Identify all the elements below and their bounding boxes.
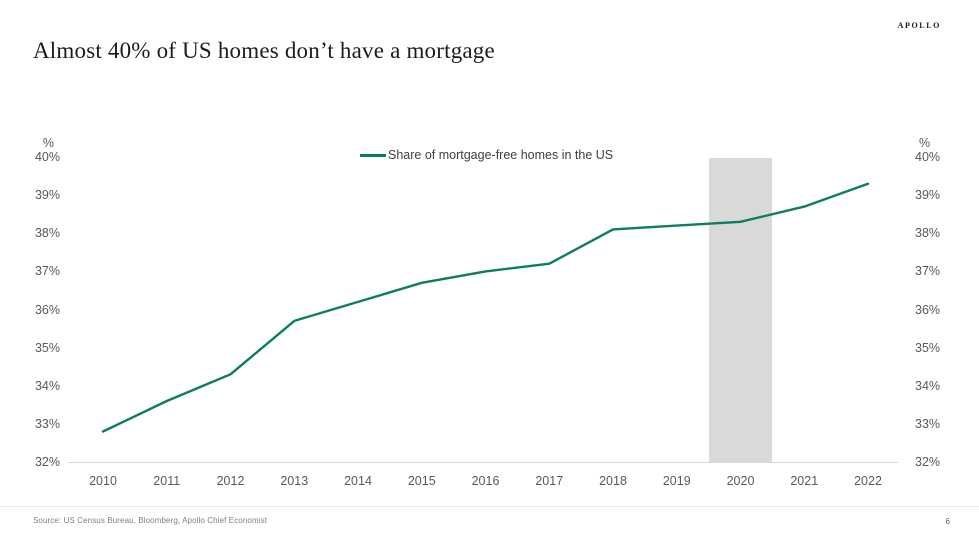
legend: Share of mortgage-free homes in the US xyxy=(360,148,613,162)
y-tick-label-left: 33% xyxy=(34,416,60,431)
line-series-svg xyxy=(101,182,870,433)
y-tick-label-left: 37% xyxy=(34,264,60,279)
y-tick-label-right: 40% xyxy=(915,150,941,164)
mortgage-free-line xyxy=(101,182,870,433)
x-tick-label: 2018 xyxy=(599,474,627,488)
highlight-band-2020 xyxy=(708,158,773,462)
x-tick-label: 2011 xyxy=(153,474,181,488)
y-tick-label-right: 39% xyxy=(915,188,941,203)
y-tick-label-left: 40% xyxy=(34,150,60,164)
page-title: Almost 40% of US homes don’t have a mort… xyxy=(33,38,495,63)
x-tick-label: 2021 xyxy=(790,474,819,488)
x-tick-label: 2014 xyxy=(344,474,372,488)
plot-area: Share of mortgage-free homes in the US xyxy=(68,148,898,463)
y-tick-label-right: 37% xyxy=(915,264,941,279)
y-tick-label-right: 36% xyxy=(915,302,941,317)
x-tick-label: 2015 xyxy=(407,474,436,488)
y-tick-label-right: 34% xyxy=(915,378,941,393)
y-tick-label-right: 35% xyxy=(915,340,941,355)
y-tick-label-left: 32% xyxy=(34,455,60,469)
x-tick-label: 2019 xyxy=(662,474,691,488)
y-tick-label-left: 35% xyxy=(34,340,60,355)
x-tick-label: 2022 xyxy=(854,474,882,488)
y-tick-label-right: 32% xyxy=(915,455,941,469)
x-tick-label: 2013 xyxy=(280,474,309,488)
y-tick-label-left: 36% xyxy=(34,302,60,317)
x-tick-label: 2012 xyxy=(216,474,245,488)
y-tick-label-left: 39% xyxy=(34,188,60,203)
y-tick-label-left: 38% xyxy=(34,226,60,241)
y-tick-label-right: 33% xyxy=(915,416,941,431)
x-tick-label: 2017 xyxy=(535,474,564,488)
legend-label: Share of mortgage-free homes in the US xyxy=(388,148,614,162)
x-tick-label: 2010 xyxy=(89,474,117,488)
apollo-logo: APOLLO xyxy=(897,21,941,30)
source-note: Source: US Census Bureau, Bloomberg, Apo… xyxy=(33,516,268,525)
x-tick-label: 2016 xyxy=(471,474,500,488)
y-axis-unit-left: % xyxy=(42,136,54,150)
legend-line-swatch xyxy=(360,153,386,157)
footer-divider xyxy=(0,506,979,507)
y-tick-label-left: 34% xyxy=(34,378,60,393)
x-tick-label: 2020 xyxy=(726,474,755,488)
y-axis-unit-right: % xyxy=(919,136,931,150)
page-number: 6 xyxy=(945,517,950,526)
y-tick-label-right: 38% xyxy=(915,226,941,241)
